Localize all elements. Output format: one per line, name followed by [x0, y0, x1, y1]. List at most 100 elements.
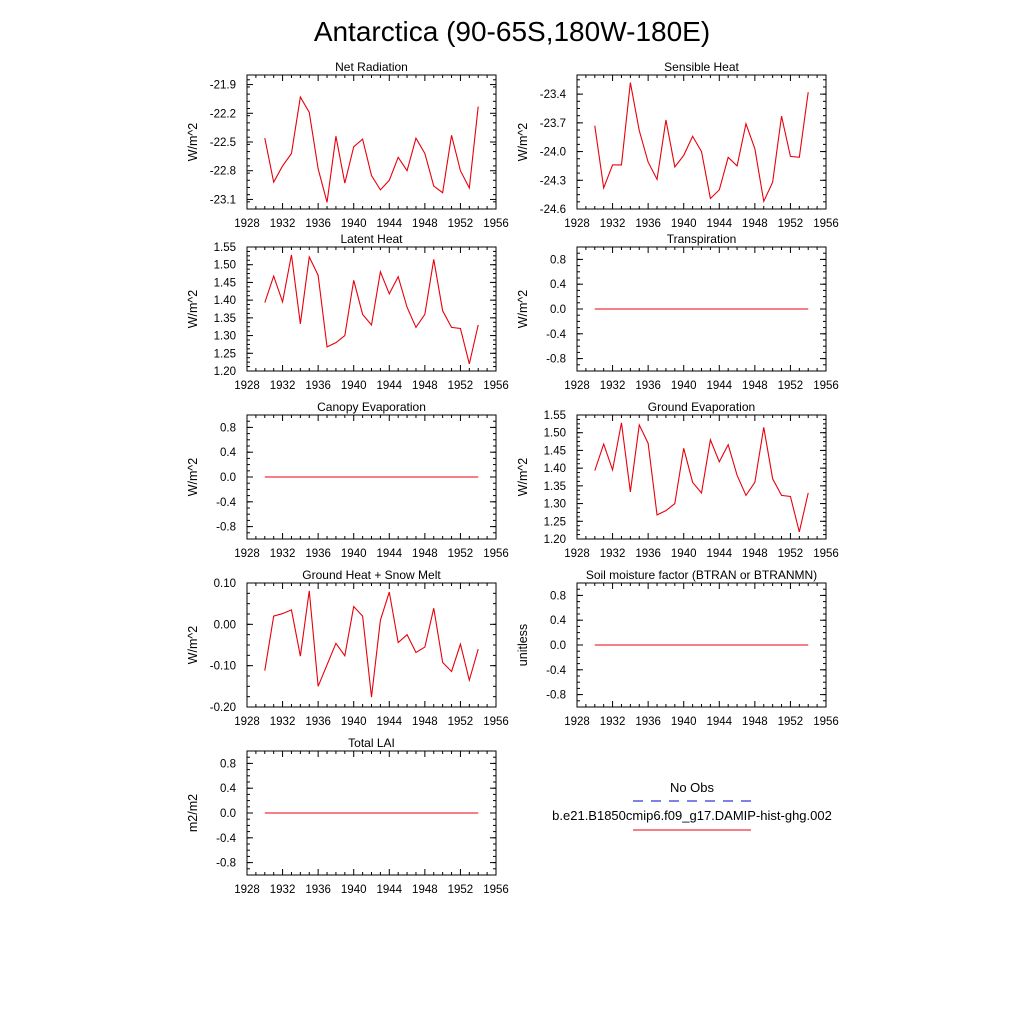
x-tick-label: 1948 — [412, 716, 438, 728]
x-tick-label: 1928 — [564, 716, 590, 728]
x-tick-label: 1948 — [742, 380, 768, 392]
chart-panel: Sensible Heat W/m^2 1928 1932 1936 1940 1944 19… — [516, 60, 839, 230]
x-tick-label: 1956 — [813, 548, 839, 560]
y-tick-label: -22.5 — [210, 137, 236, 149]
x-tick-label: 1940 — [341, 548, 367, 560]
x-tick-label: 1940 — [671, 716, 697, 728]
x-tick-label: 1952 — [778, 548, 804, 560]
y-tick-label: 1.20 — [544, 534, 566, 546]
plot-frame — [246, 74, 497, 210]
y-tick-label: 0.0 — [550, 304, 566, 316]
series-line — [264, 254, 479, 365]
y-tick-label: -0.8 — [216, 858, 236, 870]
y-tick-label: -24.3 — [540, 175, 566, 187]
y-tick-label: -0.8 — [546, 354, 566, 366]
y-tick-label: -0.20 — [210, 702, 236, 714]
y-tick-label: 1.35 — [544, 481, 566, 493]
y-tick-label: -0.8 — [546, 690, 566, 702]
y-tick-label: -22.2 — [210, 108, 236, 120]
panel-title: Transpiration — [667, 232, 737, 246]
y-axis-label: W/m^2 — [186, 458, 200, 497]
y-tick-label: 1.40 — [544, 463, 566, 475]
x-tick-label: 1952 — [448, 884, 474, 896]
y-axis-label: m2/m2 — [186, 794, 200, 832]
panel-title: Net Radiation — [335, 60, 408, 74]
y-tick-label: 1.45 — [214, 277, 236, 289]
x-tick-label: 1944 — [706, 716, 732, 728]
chart-panel: Total LAI m2/m2 1928 1932 1936 1940 1944 1948 19… — [186, 736, 509, 896]
x-tick-label: 1952 — [778, 218, 804, 230]
x-tick-label: 1928 — [234, 548, 260, 560]
legend-label-obs: No Obs — [670, 780, 715, 795]
y-tick-label: 1.30 — [544, 499, 566, 511]
x-tick-label: 1948 — [742, 716, 768, 728]
x-tick-label: 1940 — [671, 380, 697, 392]
y-tick-label: -22.8 — [210, 166, 236, 178]
x-tick-label: 1936 — [305, 716, 331, 728]
y-tick-label: -23.1 — [210, 194, 236, 206]
y-tick-label: 1.30 — [214, 331, 236, 343]
plot-frame — [576, 414, 827, 540]
x-tick-label: 1940 — [671, 218, 697, 230]
x-tick-label: 1944 — [376, 548, 402, 560]
chart-panel: Ground Evaporation W/m^2 1928 1932 1936 1940 1… — [516, 400, 839, 560]
x-tick-label: 1952 — [778, 380, 804, 392]
x-tick-label: 1956 — [483, 884, 509, 896]
x-tick-label: 1936 — [635, 716, 661, 728]
x-tick-label: 1936 — [305, 380, 331, 392]
y-axis-label: W/m^2 — [516, 290, 530, 329]
y-tick-label: -23.4 — [540, 89, 567, 101]
y-tick-label: 0.8 — [550, 254, 566, 266]
panel-title: Soil moisture factor (BTRAN or BTRANMN) — [586, 568, 817, 582]
series-line — [264, 590, 479, 698]
y-tick-label: -0.4 — [216, 497, 236, 509]
x-tick-label: 1944 — [376, 884, 402, 896]
x-tick-label: 1948 — [742, 548, 768, 560]
y-tick-label: 1.35 — [214, 313, 236, 325]
x-tick-label: 1948 — [412, 380, 438, 392]
plot-frame — [246, 246, 497, 372]
x-tick-label: 1944 — [706, 380, 732, 392]
x-tick-label: 1952 — [448, 218, 474, 230]
x-tick-label: 1956 — [813, 716, 839, 728]
plot-frame — [246, 582, 497, 708]
x-tick-label: 1932 — [270, 380, 296, 392]
x-tick-label: 1952 — [448, 380, 474, 392]
y-tick-label: 1.55 — [544, 410, 566, 422]
y-tick-label: 0.4 — [550, 615, 567, 627]
x-tick-label: 1932 — [600, 548, 626, 560]
x-tick-label: 1940 — [671, 548, 697, 560]
panel-title: Ground Heat + Snow Melt — [302, 568, 441, 582]
y-tick-label: 1.50 — [544, 428, 566, 440]
chart-panel: Transpiration W/m^2 1928 1932 1936 1940 1944 19… — [516, 232, 839, 392]
x-tick-label: 1928 — [234, 716, 260, 728]
series-line — [264, 95, 479, 203]
plot-frame — [576, 74, 827, 210]
chart-panel: Ground Heat + Snow Melt W/m^2 1928 1932 1936… — [186, 568, 509, 728]
x-tick-label: 1936 — [305, 548, 331, 560]
y-axis-label: W/m^2 — [186, 123, 200, 162]
y-tick-label: -24.6 — [540, 204, 566, 216]
y-tick-label: 0.4 — [220, 783, 237, 795]
x-tick-label: 1928 — [234, 884, 260, 896]
legend-label-model: b.e21.B1850cmip6.f09_g17.DAMIP-hist-ghg.… — [552, 808, 832, 823]
y-tick-label: 1.45 — [544, 445, 566, 457]
y-axis-label: W/m^2 — [186, 626, 200, 665]
x-tick-label: 1944 — [706, 218, 732, 230]
y-axis-label: W/m^2 — [516, 458, 530, 497]
panel-title: Sensible Heat — [664, 60, 739, 74]
x-tick-label: 1948 — [412, 218, 438, 230]
x-tick-label: 1956 — [813, 380, 839, 392]
panel-title: Latent Heat — [340, 232, 403, 246]
x-tick-label: 1956 — [483, 548, 509, 560]
y-tick-label: -0.8 — [216, 522, 236, 534]
chart-panel: Soil moisture factor (BTRAN or BTRANMN) u… — [516, 568, 839, 728]
y-tick-label: -24.0 — [540, 147, 566, 159]
y-tick-label: 1.50 — [214, 260, 236, 272]
y-tick-label: 0.0 — [220, 472, 236, 484]
y-tick-label: -23.7 — [540, 118, 566, 130]
y-tick-label: 0.00 — [214, 619, 236, 631]
panels: Net Radiation W/m^2 1928 1932 1936 1940 1944 19… — [186, 60, 839, 896]
y-tick-label: 0.4 — [220, 447, 237, 459]
panel-title: Total LAI — [348, 736, 395, 750]
